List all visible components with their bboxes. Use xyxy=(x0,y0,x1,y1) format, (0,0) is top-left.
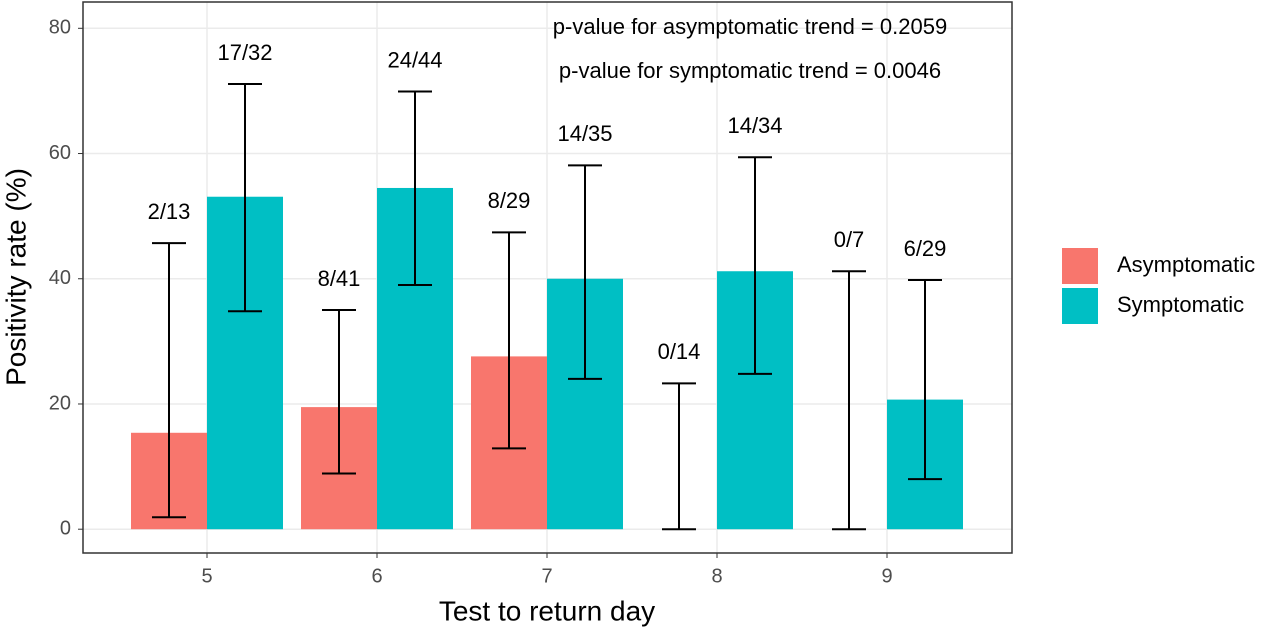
data-label: 8/29 xyxy=(488,188,531,213)
y-tick-label: 80 xyxy=(49,17,71,39)
data-label: 8/41 xyxy=(318,266,361,291)
y-tick-label: 60 xyxy=(49,142,71,164)
data-label: 17/32 xyxy=(217,40,272,65)
legend-label: Symptomatic xyxy=(1117,292,1244,317)
y-axis-title: Positivity rate (%) xyxy=(0,168,31,386)
x-tick-label: 7 xyxy=(541,565,552,587)
data-label: 0/7 xyxy=(834,227,865,252)
x-tick-label: 9 xyxy=(881,565,892,587)
data-label: 14/34 xyxy=(727,113,782,138)
data-label: 0/14 xyxy=(658,339,701,364)
x-axis-title: Test to return day xyxy=(439,595,655,626)
data-label: 2/13 xyxy=(148,199,191,224)
y-tick-label: 0 xyxy=(60,517,71,539)
x-tick-label: 6 xyxy=(371,565,382,587)
data-label: 6/29 xyxy=(904,236,947,261)
data-label: 14/35 xyxy=(557,121,612,146)
annotation: p-value for asymptomatic trend = 0.2059 xyxy=(553,14,947,39)
x-tick-label: 8 xyxy=(711,565,722,587)
x-tick-label: 5 xyxy=(201,565,212,587)
data-label: 24/44 xyxy=(387,47,442,72)
annotation: p-value for symptomatic trend = 0.0046 xyxy=(559,58,941,83)
legend-key xyxy=(1062,288,1098,324)
y-tick-label: 20 xyxy=(49,392,71,414)
legend-key xyxy=(1062,248,1098,284)
legend-label: Asymptomatic xyxy=(1117,252,1255,277)
y-tick-label: 40 xyxy=(49,267,71,289)
